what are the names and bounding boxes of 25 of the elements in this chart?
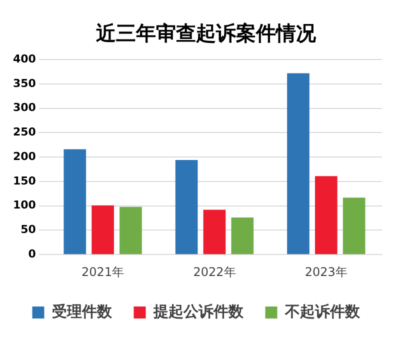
- x-tick-label: 2023年: [304, 264, 348, 279]
- bar: [175, 160, 198, 254]
- bar: [342, 198, 366, 254]
- y-tick-label: 150: [12, 174, 36, 188]
- x-tick-label: 2022年: [193, 264, 236, 279]
- y-tick-label: 350: [12, 76, 36, 90]
- bar: [92, 205, 114, 254]
- legend-label: 不起诉件数: [284, 302, 361, 320]
- y-tick-label: 400: [12, 52, 36, 66]
- y-tick-label: 50: [20, 223, 36, 236]
- bar: [231, 218, 254, 254]
- bar: [120, 206, 142, 254]
- legend-label: 提起公诉件数: [152, 302, 244, 320]
- bar: [64, 149, 86, 254]
- x-tick-label: 2021年: [82, 264, 124, 279]
- y-tick-label: 300: [12, 101, 36, 114]
- y-tick-label: 100: [12, 198, 36, 212]
- legend-label: 受理件数: [50, 302, 113, 320]
- y-tick-label: 250: [12, 126, 36, 139]
- bar: [314, 176, 338, 254]
- y-tick-label: 0: [28, 247, 36, 260]
- y-tick-label: 200: [12, 150, 36, 163]
- chart-title: 近三年审查起诉案件情况: [95, 20, 317, 47]
- bar: [287, 73, 310, 254]
- bar: [203, 210, 226, 254]
